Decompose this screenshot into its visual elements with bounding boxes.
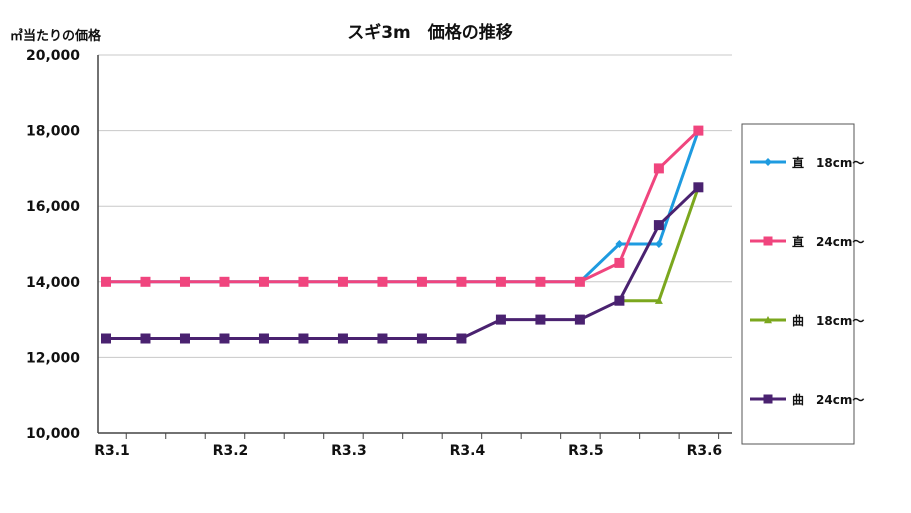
y-tick-label: 10,000 — [26, 426, 80, 442]
legend-item: 直 24cm～ — [750, 234, 864, 249]
data-point — [693, 182, 704, 193]
data-point — [298, 333, 309, 344]
data-point — [614, 295, 625, 306]
x-tick-label: R3.6 — [687, 443, 723, 459]
data-point — [219, 333, 230, 344]
data-point — [763, 236, 773, 246]
x-tick-label: R3.4 — [450, 443, 486, 459]
series-line — [106, 129, 700, 284]
data-point — [179, 276, 190, 287]
x-tick-label: R3.5 — [568, 443, 604, 459]
legend-item: 曲 24cm～ — [750, 392, 864, 407]
chart-title: スギ3m 価格の推移 — [347, 22, 513, 43]
data-point — [337, 333, 348, 344]
data-point — [456, 333, 467, 344]
y-tick-label: 20,000 — [26, 48, 80, 64]
data-point — [337, 276, 348, 287]
data-point — [179, 333, 190, 344]
y-tick-label: 14,000 — [26, 275, 80, 291]
axes — [97, 55, 732, 439]
data-point — [654, 240, 663, 248]
data-point — [101, 333, 111, 344]
data-point — [653, 220, 664, 231]
data-point — [615, 240, 624, 248]
data-point — [653, 163, 664, 174]
y-tick-labels: 10,000 12,000 14,000 16,000 18,000 20,000 — [26, 48, 80, 442]
x-tick-label: R3.1 — [94, 443, 130, 459]
legend-label: 曲 24cm～ — [792, 392, 864, 407]
data-point — [298, 276, 309, 287]
data-point — [377, 276, 388, 287]
series-layer — [101, 125, 704, 344]
x-tick-label: R3.3 — [331, 443, 367, 459]
data-point — [258, 333, 269, 344]
data-point — [140, 333, 151, 344]
x-tick-labels: R3.1 R3.2 R3.3 R3.4 R3.5 R3.6 — [94, 443, 722, 459]
data-point — [574, 314, 585, 325]
series-4 — [101, 182, 704, 344]
legend-box — [741, 123, 855, 445]
data-point — [456, 276, 467, 287]
legend-item: 曲 18cm～ — [750, 313, 864, 328]
data-point — [764, 316, 772, 324]
data-point — [535, 314, 546, 325]
y-axis-label: ㎥当たりの価格 — [10, 28, 102, 44]
data-point — [495, 314, 506, 325]
legend-item: 直 18cm～ — [750, 155, 864, 170]
data-point — [535, 276, 546, 287]
legend-label: 曲 18cm～ — [792, 313, 864, 328]
x-tick-label: R3.2 — [213, 443, 249, 459]
data-point — [614, 257, 625, 268]
data-point — [258, 276, 269, 287]
y-tick-label: 18,000 — [26, 124, 80, 140]
y-tick-label: 16,000 — [26, 199, 80, 215]
data-point — [574, 276, 585, 287]
data-point — [654, 296, 663, 304]
data-point — [140, 276, 151, 287]
data-point — [219, 276, 230, 287]
series-line — [106, 186, 700, 340]
data-point — [416, 333, 427, 344]
legend-label: 直 24cm～ — [792, 234, 864, 249]
data-point — [764, 158, 772, 166]
data-point — [693, 125, 704, 136]
legend: 直 18cm～ 直 24cm～ 曲 18cm～ 曲 24cm～ — [741, 123, 864, 445]
series-2 — [101, 125, 704, 287]
data-point — [416, 276, 427, 287]
y-tick-label: 12,000 — [26, 350, 80, 366]
data-point — [763, 394, 773, 404]
legend-label: 直 18cm～ — [792, 155, 864, 170]
data-point — [495, 276, 506, 287]
data-point — [377, 333, 388, 344]
data-point — [101, 276, 111, 287]
